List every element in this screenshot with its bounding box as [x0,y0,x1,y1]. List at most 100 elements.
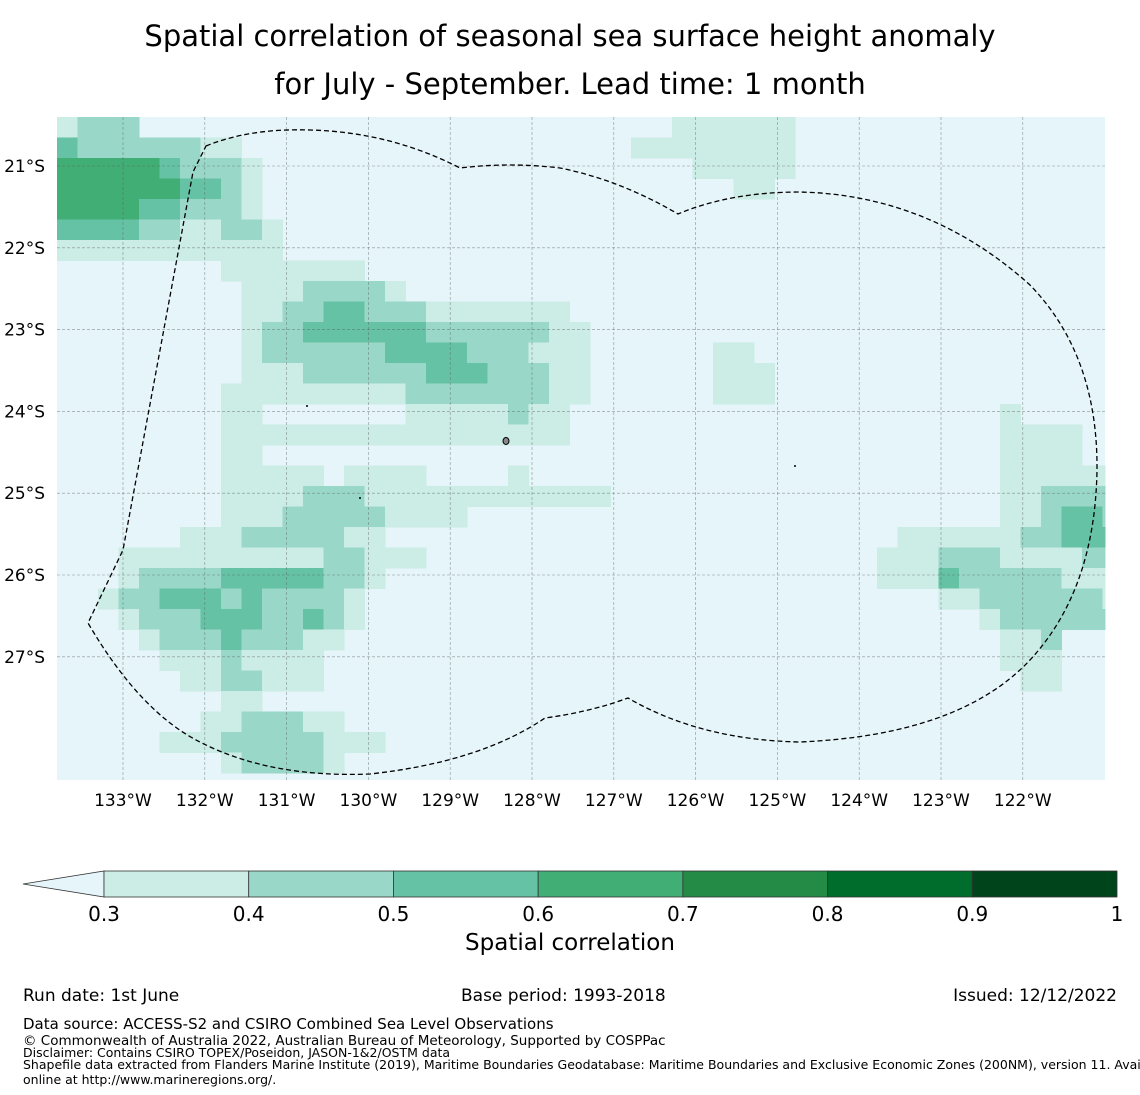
grid-cell [733,363,755,384]
grid-cell [262,424,283,446]
grid-cell [200,650,222,671]
grid-cell [241,445,263,466]
grid-cell [241,240,263,261]
grid-cell [426,363,447,384]
grid-cell [282,342,304,364]
grid-cell [385,342,406,364]
grid-cell [159,732,181,753]
grid-cell [262,219,283,241]
grid-cell [344,363,365,384]
grid-cell [262,281,283,302]
grid-cell [446,424,468,446]
grid-cell [426,301,447,323]
grid-cell [241,342,263,364]
grid-cell [323,588,345,610]
grid-cell [528,363,550,384]
grid-cell [385,383,406,405]
grid-cell [344,609,365,630]
latitude-tick-label: 26°S [4,566,45,586]
island [794,465,796,467]
grid-cell [77,240,99,261]
colorbar-segment [248,870,394,898]
grid-cell [262,363,283,384]
grid-cell [221,199,242,220]
grid-cell [897,568,919,589]
grid-cell [672,117,693,138]
grid-cell [241,178,263,200]
grid-cell [364,547,386,569]
grid-cell [159,588,181,610]
grid-cell [1102,486,1106,507]
grid-cell [241,711,263,733]
grid-cell [241,547,263,569]
longitude-tick-label: 132°W [176,791,234,811]
grid-cell [1082,506,1103,528]
grid-cell [282,732,304,753]
grid-cell [569,363,591,384]
grid-cell [672,137,693,159]
grid-cell [1020,629,1042,651]
grid-cell [241,752,263,774]
grid-cell [159,240,181,261]
grid-cell [98,588,119,610]
grid-cell [57,178,78,200]
grid-cell [180,240,201,261]
grid-cell [118,117,140,138]
grid-cell [180,178,201,200]
grid-cell [385,465,406,487]
grid-cell [1000,547,1021,569]
grid-cell [344,260,365,282]
grid-cell [549,404,570,425]
grid-cell [180,158,201,179]
grid-cell [200,670,222,692]
grid-cell [508,383,529,405]
grid-cell [733,383,755,405]
grid-cell [303,568,324,589]
grid-cell [200,588,222,610]
grid-cell [426,486,447,507]
grid-cell [200,240,222,261]
grid-cell [979,568,1001,589]
grid-cell [446,486,468,507]
grid-cell [1061,445,1083,466]
grid-cell [180,547,201,569]
grid-cell [139,568,160,589]
grid-cell [344,465,365,487]
grid-cell [159,199,181,220]
grid-cell [241,383,263,405]
grid-cell [364,322,386,343]
grid-cell [1020,588,1042,610]
grid-cell [1020,568,1042,589]
grid-cell [1000,424,1021,446]
colorbar-segment [393,870,539,898]
grid-cell [569,383,591,405]
grid-cell [159,137,181,159]
grid-cell [938,527,960,548]
grid-cell [1061,588,1083,610]
grid-cell [323,301,345,323]
grid-cell [508,424,529,446]
grid-cell [221,752,242,774]
title-line-2: for July - September. Lead time: 1 month [274,67,866,101]
grid-cell [98,219,119,241]
grid-cell [959,547,980,569]
grid-cell [200,711,222,733]
grid-cell [221,158,242,179]
grid-cell [1000,527,1021,548]
grid-cell [1061,527,1083,548]
grid-cell [323,527,345,548]
grid-cell [180,199,201,220]
grid-cell [77,219,99,241]
disclaimer: Disclaimer: Contains CSIRO TOPEX/Poseido… [23,1045,451,1060]
grid-cell [467,342,488,364]
grid-cell [180,670,201,692]
grid-cell [282,424,304,446]
grid-cell [959,588,980,610]
grid-cell [1082,568,1103,589]
grid-cell [282,609,304,630]
grid-cell [549,363,570,384]
grid-cell [221,527,242,548]
latitude-tick-label: 23°S [4,321,45,341]
grid-cell [200,199,222,220]
grid-cell [344,568,365,589]
